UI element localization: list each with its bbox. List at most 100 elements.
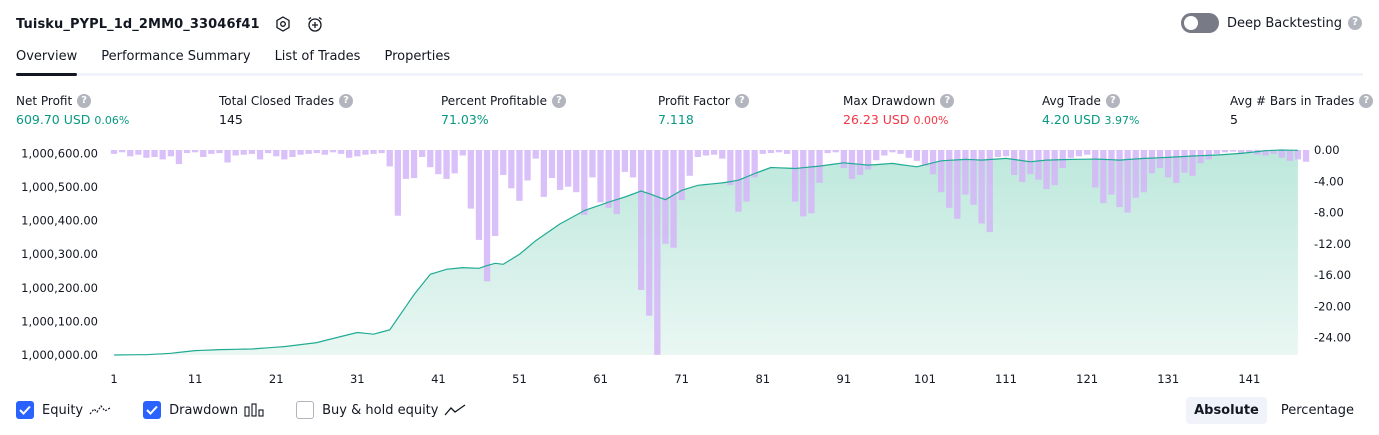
legend-equity[interactable]: Equity bbox=[16, 401, 111, 419]
drawdown-bar bbox=[954, 150, 961, 219]
report-tabs: Overview Performance Summary List of Tra… bbox=[16, 46, 1363, 76]
metric-net-profit: Net Profit? 609.70 USD 0.06% bbox=[16, 94, 129, 127]
metric-value: 4.20 USD bbox=[1042, 112, 1101, 127]
drawdown-bar bbox=[119, 150, 126, 153]
x-tick-label: 21 bbox=[269, 372, 284, 386]
drawdown-bar bbox=[1067, 150, 1074, 158]
drawdown-bar bbox=[475, 150, 483, 240]
drawdown-bar bbox=[410, 150, 418, 179]
drawdown-bar bbox=[556, 150, 564, 190]
help-icon[interactable]: ? bbox=[1359, 94, 1374, 108]
drawdown-bar bbox=[775, 150, 783, 153]
legend-buy-hold[interactable]: Buy & hold equity bbox=[296, 401, 466, 419]
y-left-tick-label: 1,000,500.00 bbox=[21, 180, 98, 194]
help-icon[interactable]: ? bbox=[551, 94, 566, 108]
drawdown-bar bbox=[1132, 150, 1139, 198]
help-icon[interactable]: ? bbox=[77, 94, 92, 108]
tab-properties[interactable]: Properties bbox=[384, 49, 451, 64]
x-tick-label: 91 bbox=[837, 372, 852, 386]
drawdown-bar bbox=[321, 150, 328, 155]
drawdown-bar bbox=[629, 150, 637, 178]
metric-value: 26.23 USD bbox=[843, 112, 910, 127]
drawdown-bar bbox=[508, 150, 515, 189]
legend-drawdown-label: Drawdown bbox=[169, 402, 239, 418]
drawdown-bar bbox=[232, 150, 239, 156]
help-icon[interactable]: ? bbox=[339, 94, 354, 108]
drawdown-bar bbox=[1189, 150, 1196, 176]
drawdown-bar bbox=[694, 150, 701, 157]
drawdown-bar bbox=[394, 150, 401, 216]
mode-percentage-button[interactable]: Percentage bbox=[1280, 403, 1354, 418]
metric-value: 7.118 bbox=[658, 112, 694, 127]
legend-drawdown[interactable]: Drawdown bbox=[143, 401, 264, 419]
drawdown-bar bbox=[1270, 150, 1277, 154]
help-icon[interactable]: ? bbox=[1348, 16, 1362, 30]
drawdown-bar bbox=[1116, 150, 1123, 208]
x-tick-label: 11 bbox=[188, 372, 203, 386]
checkbox-drawdown[interactable] bbox=[143, 401, 162, 419]
drawdown-bar bbox=[354, 150, 361, 157]
x-tick-label: 1 bbox=[110, 372, 117, 386]
deep-backtesting-label: Deep Backtesting bbox=[1226, 15, 1342, 31]
drawdown-bar bbox=[256, 150, 264, 160]
drawdown-bar bbox=[1124, 150, 1131, 213]
drawdown-bar bbox=[435, 150, 442, 175]
metric-avg-bars: Avg # Bars in Trades? 5 bbox=[1230, 94, 1374, 127]
help-icon[interactable]: ? bbox=[734, 94, 749, 108]
drawdown-bar bbox=[881, 150, 888, 156]
checkbox-equity[interactable] bbox=[16, 401, 34, 419]
drawdown-bar bbox=[800, 150, 807, 217]
gear-icon[interactable] bbox=[274, 15, 292, 33]
drawdown-bar bbox=[946, 150, 953, 208]
help-icon[interactable]: ? bbox=[940, 94, 955, 108]
metric-label: Net Profit bbox=[16, 94, 73, 108]
strategy-header: Tuisku_PYPL_1d_2MM0_33046f41 bbox=[16, 12, 324, 36]
drawdown-bar bbox=[540, 150, 547, 197]
equity-area-fill bbox=[114, 150, 1298, 355]
help-icon[interactable]: ? bbox=[1105, 94, 1120, 108]
drawdown-bar bbox=[597, 150, 604, 203]
drawdown-bar bbox=[313, 150, 320, 154]
equity-area bbox=[114, 150, 1298, 355]
scale-mode-switch: Absolute Percentage bbox=[1180, 397, 1362, 424]
metric-max-drawdown: Max Drawdown? 26.23 USD 0.00% bbox=[843, 94, 955, 127]
drawdown-bar bbox=[1165, 150, 1172, 178]
drawdown-bar bbox=[759, 150, 766, 154]
drawdown-bar bbox=[824, 150, 831, 154]
y-left-tick-label: 1,000,100.00 bbox=[21, 314, 98, 328]
drawdown-bar bbox=[970, 150, 977, 205]
drawdown-bar bbox=[135, 150, 142, 155]
drawdown-bar bbox=[613, 150, 620, 215]
equity-drawdown-chart[interactable]: 1,000,600.00 1,000,500.00 1,000,400.00 1,00… bbox=[0, 140, 1379, 392]
drawdown-bar bbox=[929, 150, 937, 175]
tab-list-of-trades[interactable]: List of Trades bbox=[274, 49, 361, 64]
x-tick-label: 81 bbox=[755, 372, 770, 386]
drawdown-bar bbox=[856, 150, 864, 175]
y-right-tick-label: -16.00 bbox=[1314, 268, 1351, 282]
alarm-add-icon[interactable] bbox=[306, 15, 324, 33]
tab-overview[interactable]: Overview bbox=[16, 46, 78, 76]
drawdown-bar bbox=[962, 150, 969, 195]
drawdown-bar bbox=[443, 150, 450, 179]
drawdown-bar bbox=[889, 150, 896, 153]
tab-performance-summary[interactable]: Performance Summary bbox=[101, 49, 251, 64]
drawdown-bar bbox=[346, 150, 353, 158]
drawdown-bar bbox=[719, 150, 726, 159]
deep-backtesting-toggle[interactable] bbox=[1180, 13, 1219, 33]
x-tick-label: 51 bbox=[512, 372, 527, 386]
metric-label: Max Drawdown bbox=[843, 94, 936, 108]
drawdown-bar bbox=[1092, 150, 1099, 188]
drawdown-bar bbox=[175, 150, 183, 165]
checkbox-buy-hold[interactable] bbox=[296, 401, 315, 419]
bar-chart-icon bbox=[244, 403, 264, 417]
x-tick-label: 41 bbox=[431, 372, 446, 386]
metric-percent: 0.06% bbox=[94, 114, 130, 127]
drawdown-bar bbox=[638, 150, 645, 290]
drawdown-bar bbox=[1075, 150, 1083, 157]
drawdown-bar bbox=[670, 150, 677, 248]
metric-percent: 0.00% bbox=[913, 114, 949, 127]
drawdown-bar bbox=[265, 150, 272, 154]
mode-absolute-button[interactable]: Absolute bbox=[1186, 397, 1267, 424]
drawdown-bar bbox=[224, 150, 231, 163]
y-left-tick-label: 1,000,200.00 bbox=[21, 281, 98, 295]
